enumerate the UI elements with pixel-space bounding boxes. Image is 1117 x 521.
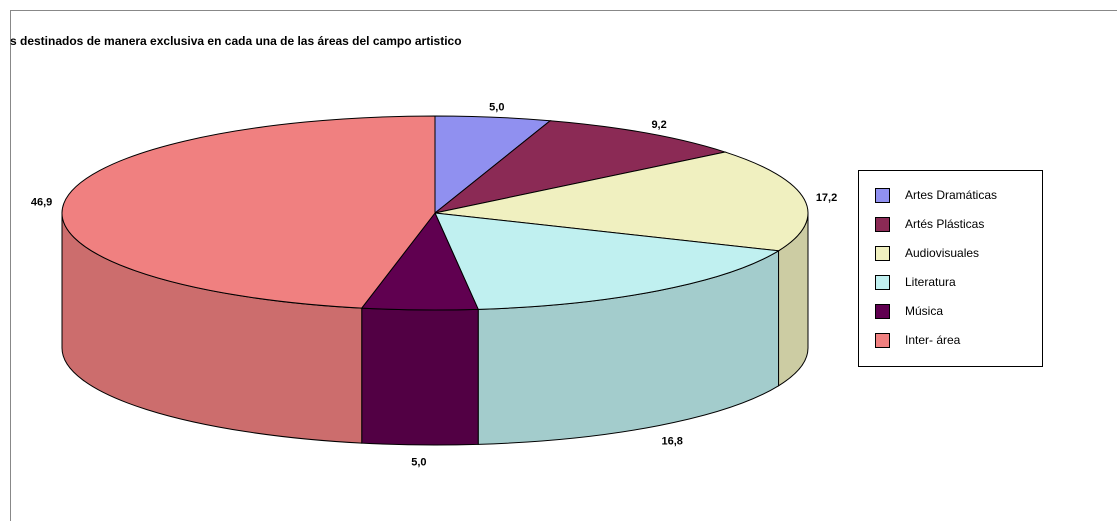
data-label: 5,0 bbox=[411, 457, 426, 469]
legend-label: Literatura bbox=[905, 275, 956, 289]
slice bbox=[61, 115, 436, 309]
slice bbox=[434, 151, 809, 252]
data-label: 5,0 bbox=[489, 102, 504, 114]
legend-label: Artes Dramáticas bbox=[905, 188, 997, 202]
slice bbox=[434, 120, 728, 214]
slice-side bbox=[361, 307, 479, 446]
legend-swatch bbox=[875, 246, 890, 261]
slice bbox=[434, 212, 781, 310]
legend-label: Audiovisuales bbox=[905, 246, 979, 260]
chart-title: s destinados de manera exclusiva en cada… bbox=[10, 34, 462, 48]
data-label: 16,8 bbox=[661, 435, 682, 447]
data-label: 46,9 bbox=[31, 196, 52, 208]
legend-swatch bbox=[875, 275, 890, 290]
legend-label: Inter- área bbox=[905, 333, 961, 347]
legend-swatch bbox=[875, 188, 890, 203]
legend-label: Música bbox=[905, 304, 943, 318]
data-label: 9,2 bbox=[651, 119, 666, 131]
legend-swatch bbox=[875, 333, 890, 348]
legend-swatch bbox=[875, 304, 890, 319]
legend-label: Artés Plásticas bbox=[905, 217, 984, 231]
data-label: 17,2 bbox=[816, 192, 837, 204]
legend-swatch bbox=[875, 217, 890, 232]
